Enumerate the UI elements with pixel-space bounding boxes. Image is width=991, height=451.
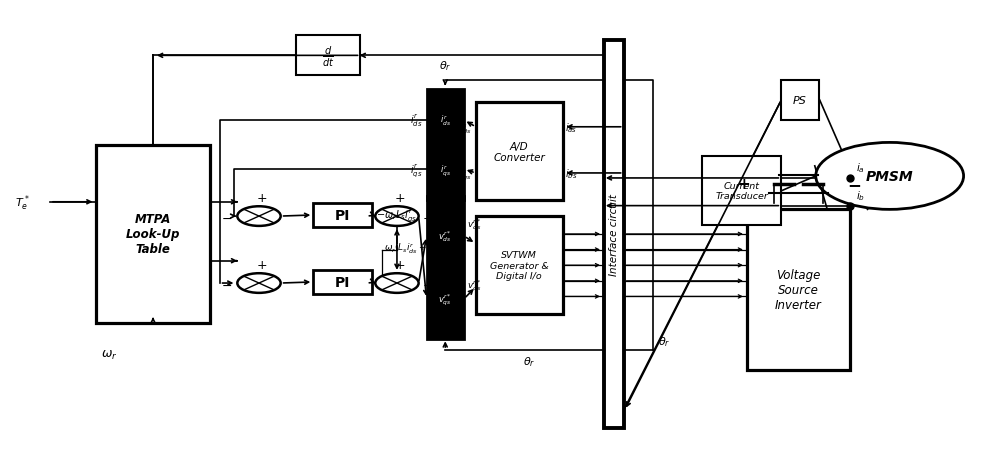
Text: −: − xyxy=(846,175,860,193)
Text: $i_{ds}^r$: $i_{ds}^r$ xyxy=(410,113,422,129)
Text: +: + xyxy=(422,278,433,291)
Circle shape xyxy=(816,143,963,210)
Circle shape xyxy=(376,207,418,226)
Text: $T_e^*$: $T_e^*$ xyxy=(15,193,30,212)
Bar xyxy=(296,36,361,76)
Text: +: + xyxy=(394,259,405,272)
Text: $i_{ds}^r$: $i_{ds}^r$ xyxy=(440,114,451,128)
Text: $v_{ds}^{r*}$: $v_{ds}^{r*}$ xyxy=(467,216,482,231)
Text: $i_{qs}^r$: $i_{qs}^r$ xyxy=(410,161,422,178)
Bar xyxy=(426,197,464,339)
Text: +: + xyxy=(257,192,268,205)
Bar xyxy=(781,81,819,121)
Text: PS: PS xyxy=(793,96,807,106)
Bar xyxy=(313,270,373,295)
Text: MTPA
Look-Up
Table: MTPA Look-Up Table xyxy=(126,213,180,256)
Text: Voltage
Source
Inverter: Voltage Source Inverter xyxy=(775,269,822,312)
Text: +: + xyxy=(737,177,750,192)
Text: +: + xyxy=(422,212,433,225)
Text: SVTWM
Generator &
Digital I/o: SVTWM Generator & Digital I/o xyxy=(490,251,549,281)
Text: −: − xyxy=(222,212,232,226)
Text: $\omega_r$: $\omega_r$ xyxy=(101,348,118,361)
Text: $i_b$: $i_b$ xyxy=(856,189,865,202)
Text: $i_{as}$: $i_{as}$ xyxy=(566,120,578,134)
Text: PMSM: PMSM xyxy=(866,170,914,184)
Text: $\theta_r$: $\theta_r$ xyxy=(523,354,535,368)
Text: $\tilde{i}_{qs}^s$: $\tilde{i}_{qs}^s$ xyxy=(460,165,472,182)
Text: $\omega_r(L_s i_{ds}^r+\lambda_f)$: $\omega_r(L_s i_{ds}^r+\lambda_f)$ xyxy=(384,241,440,255)
Text: Interface circuit: Interface circuit xyxy=(608,193,618,275)
Bar xyxy=(604,41,623,428)
Text: $\tilde{i}_{ds}^s$: $\tilde{i}_{ds}^s$ xyxy=(460,120,472,136)
Bar xyxy=(426,90,464,201)
Bar xyxy=(96,145,210,323)
Text: $\theta_r$: $\theta_r$ xyxy=(658,334,671,348)
Circle shape xyxy=(237,207,280,226)
Text: +: + xyxy=(257,259,268,272)
Bar xyxy=(476,103,563,201)
Text: +: + xyxy=(394,192,405,205)
Text: $v_{ds}^{r*}$: $v_{ds}^{r*}$ xyxy=(438,229,452,244)
Text: $i_a$: $i_a$ xyxy=(856,161,865,175)
Text: $-\omega_r L_s i_{qs}^r$: $-\omega_r L_s i_{qs}^r$ xyxy=(377,207,417,223)
Text: PI: PI xyxy=(335,208,351,222)
Text: PI: PI xyxy=(335,275,351,289)
Text: $i_{bs}$: $i_{bs}$ xyxy=(566,167,578,180)
Bar xyxy=(747,210,850,370)
Text: $\theta_r$: $\theta_r$ xyxy=(439,59,452,73)
Text: $i_{qs}^r$: $i_{qs}^r$ xyxy=(440,162,451,177)
Circle shape xyxy=(376,274,418,293)
Text: A/D
Converter: A/D Converter xyxy=(494,141,545,163)
Bar xyxy=(703,156,781,226)
Bar xyxy=(313,203,373,228)
Text: $v_{qs}^{r*}$: $v_{qs}^{r*}$ xyxy=(467,278,482,294)
Circle shape xyxy=(237,274,280,293)
Text: Current
Transducer: Current Transducer xyxy=(716,181,768,201)
Text: −: − xyxy=(222,279,232,292)
Text: $v_{qs}^{r*}$: $v_{qs}^{r*}$ xyxy=(438,291,452,307)
Text: $\frac{d}{dt}$: $\frac{d}{dt}$ xyxy=(322,44,335,69)
Bar xyxy=(476,216,563,315)
